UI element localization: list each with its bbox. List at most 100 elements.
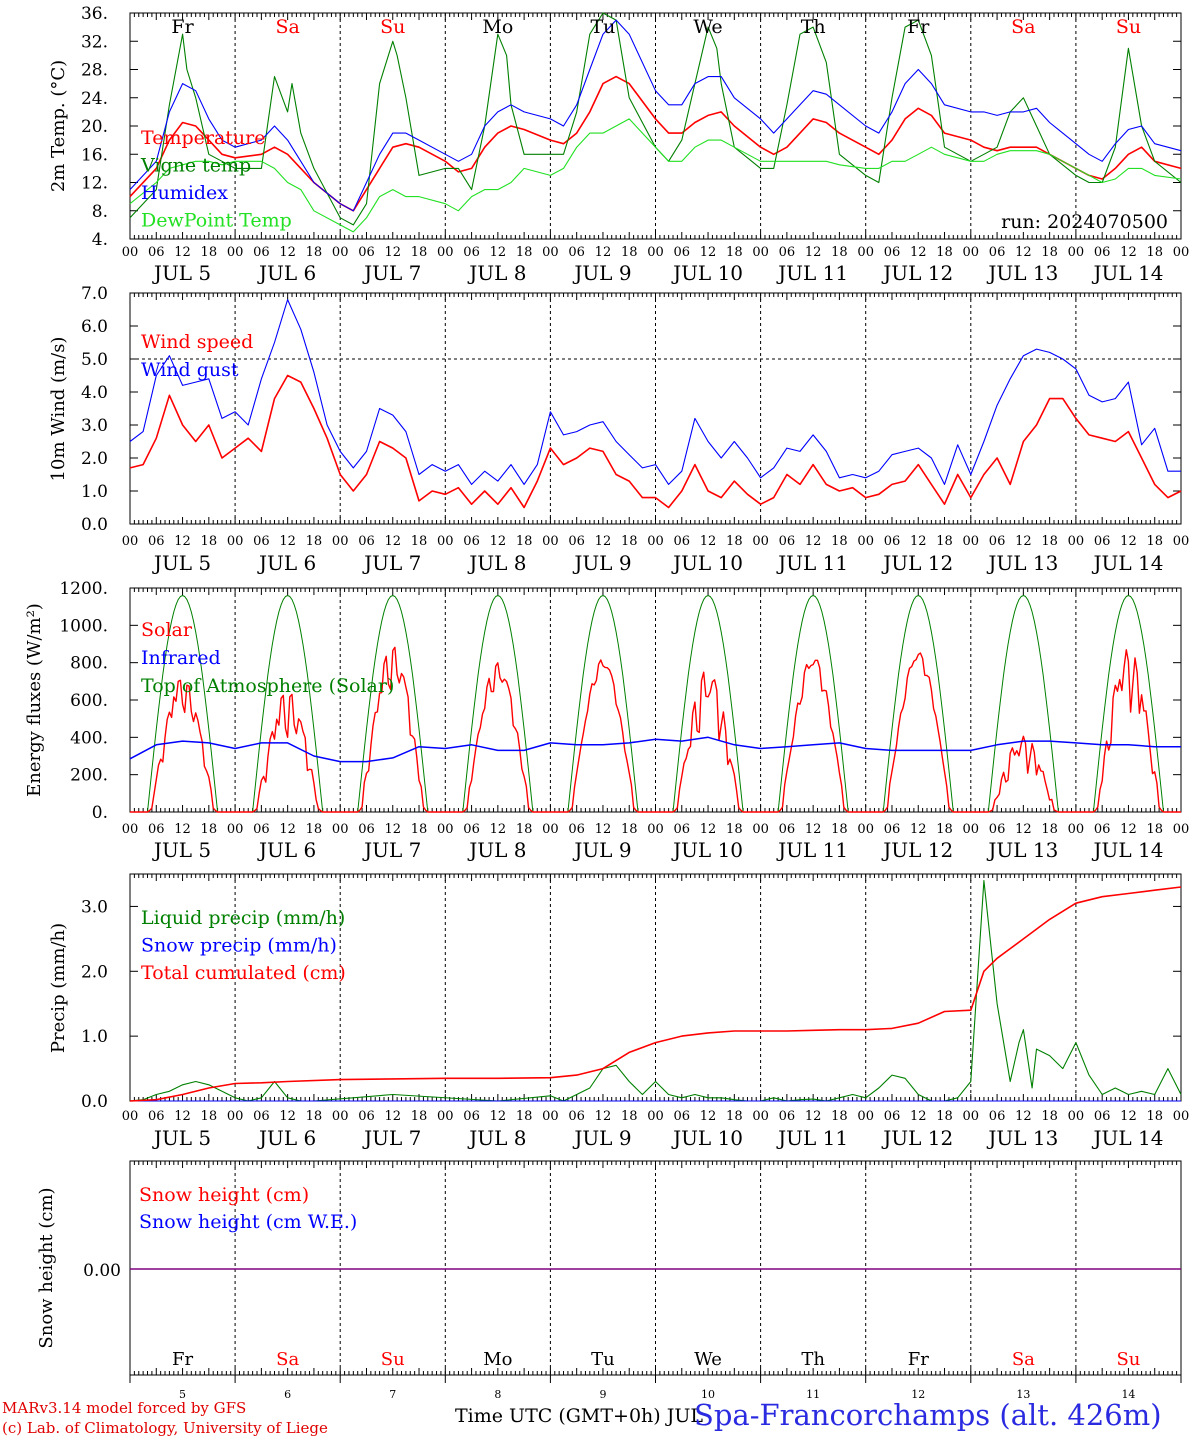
hour-tick-label: 06 xyxy=(674,1109,691,1124)
date-label: JUL 6 xyxy=(257,261,316,285)
hour-tick-label: 00 xyxy=(227,245,244,260)
date-label: JUL 7 xyxy=(362,551,421,575)
date-label: JUL 10 xyxy=(671,838,743,862)
y-axis-label: Energy fluxes (W/m²) xyxy=(24,603,45,797)
hour-tick-label: 12 xyxy=(595,245,612,260)
hour-tick-label: 06 xyxy=(568,822,585,837)
hour-tick-label: 12 xyxy=(279,534,296,549)
hour-tick-label: 18 xyxy=(1041,534,1058,549)
solar-line xyxy=(445,662,551,813)
y-tick-label: 32. xyxy=(81,32,108,52)
y-tick-label: 400. xyxy=(70,728,108,748)
date-label: JUL 13 xyxy=(986,261,1058,285)
hour-tick-label: 00 xyxy=(1173,245,1190,260)
legend-top-of-atmosphere-solar-: Top of Atmosphere (Solar) xyxy=(141,675,394,697)
hour-tick-label: 06 xyxy=(253,534,270,549)
hour-tick-label: 06 xyxy=(463,245,480,260)
hour-tick-label: 18 xyxy=(516,245,533,260)
hour-tick-label: 18 xyxy=(726,534,743,549)
total-cumulated-cm--line xyxy=(129,886,1182,1102)
hour-tick-label: 06 xyxy=(989,1109,1006,1124)
hour-tick-label: 18 xyxy=(936,245,953,260)
weekday-label: Sa xyxy=(1012,1349,1035,1370)
hour-tick-label: 06 xyxy=(148,534,165,549)
toa-solar-line xyxy=(970,595,1076,813)
hour-tick-label: 06 xyxy=(148,245,165,260)
panel-2: 00 06 12 18 00 06 12 18 00 06 12 18 00 06 12 18 00 06 12 18… xyxy=(48,284,1189,575)
legend-solar: Solar xyxy=(141,619,193,641)
date-label: JUL 14 xyxy=(1091,551,1163,575)
date-label: JUL 6 xyxy=(257,1126,316,1150)
hour-tick-label: 12 xyxy=(490,534,507,549)
day-number-label: 13 xyxy=(1016,1388,1030,1401)
y-tick-label: 1.0 xyxy=(81,1027,108,1047)
y-tick-label: 3.0 xyxy=(81,897,108,917)
date-label: JUL 13 xyxy=(986,838,1058,862)
hour-tick-label: 06 xyxy=(674,822,691,837)
hour-tick-label: 06 xyxy=(1094,245,1111,260)
y-tick-label: 8. xyxy=(92,202,108,222)
hour-tick-label: 12 xyxy=(595,1109,612,1124)
y-axis-label: 10m Wind (m/s) xyxy=(48,337,69,482)
y-tick-label: 5.0 xyxy=(81,350,108,370)
hour-tick-label: 06 xyxy=(253,245,270,260)
hour-tick-label: 00 xyxy=(437,245,454,260)
hour-tick-label: 18 xyxy=(1041,1109,1058,1124)
date-label: JUL 6 xyxy=(257,551,316,575)
hour-tick-label: 06 xyxy=(463,1109,480,1124)
weekday-label: Tu xyxy=(590,16,615,38)
hour-tick-label: 06 xyxy=(884,822,901,837)
hour-tick-label: 12 xyxy=(910,245,927,260)
y-axis-label: 2m Temp. (°C) xyxy=(48,60,69,192)
date-label: JUL 11 xyxy=(776,838,848,862)
hour-tick-label: 18 xyxy=(411,245,428,260)
weekday-label: Su xyxy=(381,1349,405,1370)
hour-tick-label: 00 xyxy=(752,245,769,260)
hour-tick-label: 00 xyxy=(227,822,244,837)
weekday-label: Sa xyxy=(276,1349,299,1370)
hour-tick-label: 06 xyxy=(463,822,480,837)
hour-tick-label: 12 xyxy=(595,534,612,549)
hour-tick-label: 12 xyxy=(700,822,717,837)
date-label: JUL 9 xyxy=(572,551,631,575)
date-label: JUL 13 xyxy=(986,1126,1058,1150)
hour-tick-label: 18 xyxy=(1041,822,1058,837)
legend-wind-speed: Wind speed xyxy=(141,331,253,353)
weekday-label: Fr xyxy=(908,1349,929,1370)
hour-tick-label: 12 xyxy=(910,822,927,837)
date-label: JUL 5 xyxy=(152,551,211,575)
legend-liquid-precip-mm-h-: Liquid precip (mm/h) xyxy=(141,907,345,929)
hour-tick-label: 06 xyxy=(674,245,691,260)
hour-tick-label: 00 xyxy=(752,534,769,549)
hour-tick-label: 00 xyxy=(963,822,980,837)
hour-tick-label: 12 xyxy=(700,534,717,549)
run-label: run: 2024070500 xyxy=(1001,211,1168,233)
hour-tick-label: 00 xyxy=(332,245,349,260)
day-number-label: 9 xyxy=(599,1388,606,1401)
hour-tick-label: 18 xyxy=(621,1109,638,1124)
solar-line xyxy=(970,735,1076,813)
hour-tick-label: 00 xyxy=(122,822,139,837)
hour-tick-label: 00 xyxy=(963,534,980,549)
date-label: JUL 9 xyxy=(572,261,631,285)
hour-tick-label: 18 xyxy=(201,1109,218,1124)
toa-solar-line xyxy=(865,595,971,813)
day-number-label: 14 xyxy=(1121,1388,1135,1401)
hour-tick-label: 12 xyxy=(595,822,612,837)
day-number-label: 12 xyxy=(911,1388,925,1401)
date-label: JUL 11 xyxy=(776,261,848,285)
hour-tick-label: 00 xyxy=(647,822,664,837)
vigne-temp-line xyxy=(129,12,1182,226)
hour-tick-label: 06 xyxy=(358,534,375,549)
hour-tick-label: 18 xyxy=(831,534,848,549)
hour-tick-label: 18 xyxy=(936,822,953,837)
wind-gust-line xyxy=(129,299,1181,485)
hour-tick-label: 06 xyxy=(779,822,796,837)
date-label: JUL 7 xyxy=(362,261,421,285)
hour-tick-label: 18 xyxy=(1041,245,1058,260)
hour-tick-label: 06 xyxy=(358,822,375,837)
temperature-line xyxy=(129,75,1182,212)
solar-line xyxy=(340,646,446,813)
hour-tick-label: 00 xyxy=(647,245,664,260)
hour-tick-label: 00 xyxy=(1173,1109,1190,1124)
